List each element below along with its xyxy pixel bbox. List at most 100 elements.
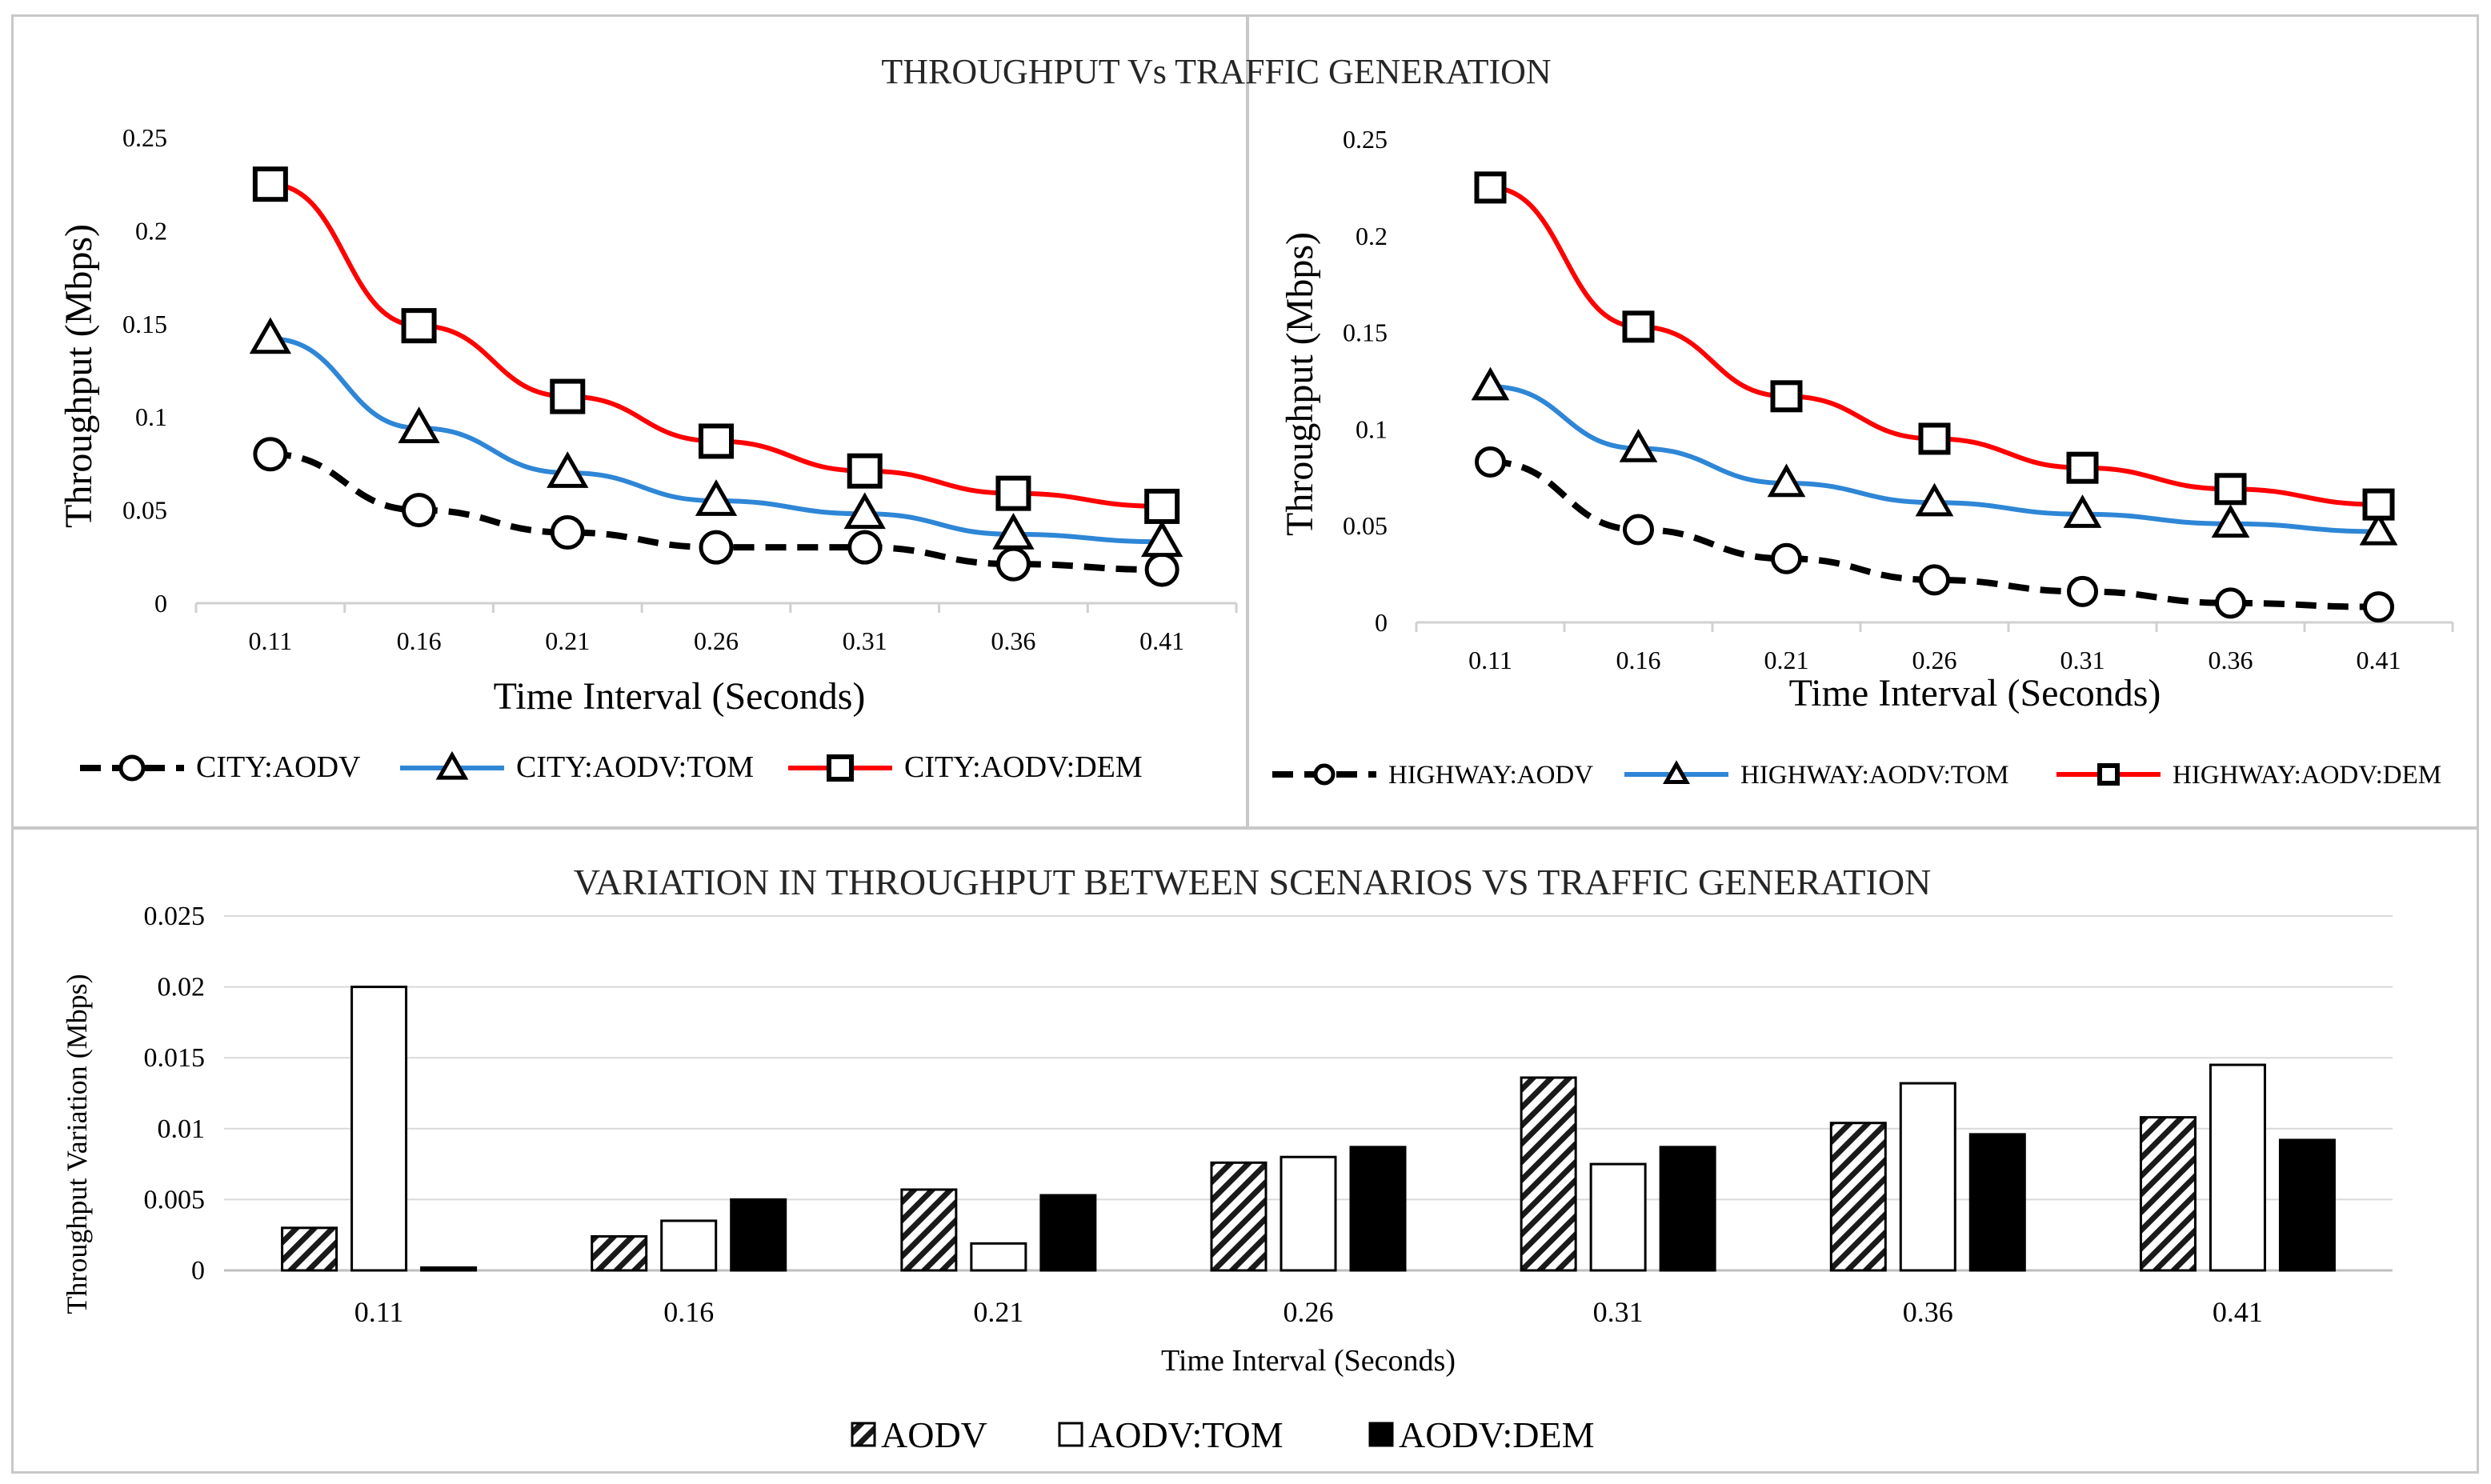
- highway-x-tick-label: 0.26: [1912, 646, 1957, 674]
- city-series-3-point: [1144, 488, 1180, 524]
- highway-series-1-point: [1771, 542, 1802, 574]
- highway-x-tick-label: 0.41: [2357, 646, 2401, 674]
- highway-line-chart: Throughput (Mbps) Time Interval (Seconds…: [1272, 125, 2454, 790]
- variation-bar-aodv-tom: [1899, 1082, 1956, 1272]
- variation-chart-panel: [11, 827, 2479, 1474]
- variation-bar-aodv-tom: [2209, 1063, 2266, 1272]
- city-series-1-point: [550, 515, 585, 550]
- variation-y-tick-label: 0.005: [144, 1185, 206, 1214]
- variation-y-tick-label: 0.02: [158, 973, 206, 1002]
- highway-series-2-point: [1767, 463, 1806, 498]
- highway-series-2-point: [2211, 504, 2250, 538]
- highway-series-3-point: [1918, 422, 1951, 455]
- variation-y-tick-label: 0.025: [144, 902, 206, 931]
- highway-x-tick-label: 0.21: [1764, 646, 1809, 674]
- highway-legend-label-3: HIGHWAY:AODV:DEM: [2173, 761, 2441, 790]
- highway-legend-marker: [1313, 763, 1336, 786]
- city-chart-panel: [11, 14, 1248, 829]
- highway-x-tick-label: 0.11: [1468, 646, 1512, 674]
- variation-bar-aodv: [1210, 1161, 1268, 1272]
- city-y-axis-label: Throughput (Mbps): [58, 224, 100, 528]
- city-y-tick-label: 0.2: [135, 216, 167, 245]
- variation-x-axis-label: Time Interval (Seconds): [1161, 1344, 1456, 1378]
- variation-legend-label-2: AODV:TOM: [1088, 1414, 1284, 1455]
- city-legend-label-1: CITY:AODV: [196, 750, 361, 784]
- variation-bar-aodv: [2139, 1116, 2197, 1272]
- city-series-3-point: [995, 475, 1031, 511]
- variation-x-tick-label: 0.31: [1593, 1296, 1644, 1328]
- city-legend-marker: [118, 754, 146, 782]
- highway-series-1-point: [1623, 514, 1654, 546]
- figure-title: THROUGHPUT Vs TRAFFIC GENERATION: [881, 52, 1551, 91]
- highway-y-tick-label: 0.1: [1356, 414, 1388, 443]
- highway-series-1-point: [2363, 591, 2394, 623]
- highway-legend-label-1: HIGHWAY:AODV: [1388, 761, 1593, 790]
- variation-bar-aodv-tom: [660, 1219, 718, 1272]
- city-series-2-point: [398, 406, 440, 444]
- variation-x-tick-label: 0.36: [1903, 1296, 1953, 1328]
- city-series-3-point: [847, 453, 883, 489]
- variation-legend-label-3: AODV:DEM: [1399, 1414, 1594, 1455]
- variation-legend-label-1: AODV: [881, 1414, 987, 1455]
- city-series-1-point: [253, 437, 288, 472]
- variation-bar-aodv-dem: [1039, 1194, 1097, 1272]
- variation-bar-aodv-tom: [1589, 1162, 1647, 1272]
- highway-y-tick-label: 0: [1375, 608, 1388, 637]
- city-series-2-point: [843, 492, 886, 530]
- city-legend-marker: [827, 754, 854, 782]
- variation-y-tick-label: 0.015: [144, 1043, 206, 1073]
- city-x-axis-label: Time Interval (Seconds): [494, 675, 866, 718]
- highway-legend-label-2: HIGHWAY:AODV:TOM: [1740, 761, 2009, 790]
- variation-bar-aodv-dem: [420, 1266, 478, 1272]
- highway-x-tick-label: 0.16: [1616, 646, 1661, 674]
- variation-bar-aodv-dem: [1349, 1146, 1407, 1272]
- variation-bar-aodv-dem: [1968, 1133, 2026, 1272]
- highway-series-3-point: [2214, 473, 2247, 506]
- city-series-1-point: [402, 493, 437, 528]
- highway-series-1-point: [2067, 575, 2098, 607]
- variation-bar-aodv: [591, 1234, 648, 1272]
- city-y-tick-label: 0: [154, 589, 167, 618]
- city-legend-label-3: CITY:AODV:DEM: [904, 750, 1143, 784]
- highway-y-tick-label: 0.15: [1343, 318, 1388, 347]
- variation-y-axis-label: Throughput Variation (Mbps): [61, 974, 93, 1314]
- variation-x-tick-label: 0.21: [973, 1296, 1023, 1328]
- highway-series-2-point: [1915, 482, 1954, 517]
- highway-legend-marker: [1663, 760, 1690, 784]
- variation-legend-swatch: [1058, 1422, 1083, 1447]
- city-series-2-point: [992, 512, 1035, 550]
- city-series-1-point: [699, 530, 734, 565]
- highway-series-2-point: [2063, 494, 2102, 528]
- highway-series-3-point: [2066, 451, 2099, 484]
- highway-series-1-point: [1919, 564, 1950, 596]
- highway-series-2-point: [2359, 511, 2398, 546]
- variation-x-tick-label: 0.26: [1284, 1296, 1334, 1328]
- highway-legend-marker: [2097, 763, 2120, 786]
- city-x-tick-label: 0.31: [843, 626, 887, 655]
- variation-chart-title: VARIATION IN THROUGHPUT BETWEEN SCENARIO…: [574, 862, 1932, 902]
- variation-y-tick-label: 0: [191, 1256, 205, 1286]
- highway-x-tick-label: 0.31: [2060, 646, 2105, 674]
- city-series-2-point: [249, 317, 292, 354]
- variation-bar-aodv-tom: [350, 986, 408, 1272]
- highway-series-3-point: [1474, 171, 1507, 204]
- highway-y-tick-label: 0.2: [1356, 222, 1388, 250]
- variation-bar-aodv-tom: [970, 1242, 1027, 1272]
- city-legend-marker: [435, 750, 469, 780]
- city-series-2-point: [1140, 520, 1183, 558]
- city-x-tick-label: 0.16: [397, 626, 442, 655]
- variation-bar-aodv-tom: [1280, 1155, 1337, 1272]
- city-y-tick-label: 0.15: [122, 310, 167, 338]
- highway-series-3-point: [1770, 380, 1803, 413]
- city-series-1-point: [847, 530, 883, 565]
- city-line-chart: Throughput (Mbps) Time Interval (Seconds…: [58, 123, 1238, 784]
- city-y-tick-label: 0.1: [135, 402, 167, 431]
- variation-y-tick-label: 0.01: [158, 1114, 206, 1144]
- variation-bar-aodv-dem: [2278, 1138, 2336, 1272]
- city-legend-label-2: CITY:AODV:TOM: [516, 750, 754, 784]
- city-series-1-point: [1144, 552, 1179, 587]
- city-series-3-point: [550, 378, 586, 414]
- city-y-tick-label: 0.25: [122, 123, 167, 152]
- variation-bar-aodv: [1520, 1076, 1577, 1272]
